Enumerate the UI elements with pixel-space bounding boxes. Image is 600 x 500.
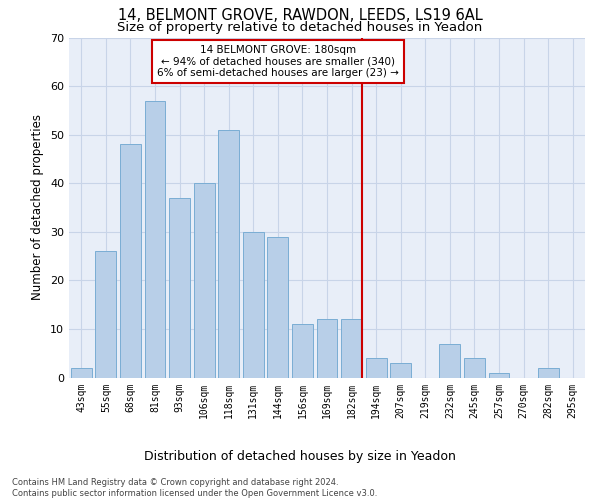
Bar xyxy=(218,130,239,378)
Bar xyxy=(71,368,92,378)
Y-axis label: Number of detached properties: Number of detached properties xyxy=(31,114,44,300)
Bar xyxy=(538,368,559,378)
Text: Distribution of detached houses by size in Yeadon: Distribution of detached houses by size … xyxy=(144,450,456,463)
Text: 14 BELMONT GROVE: 180sqm
← 94% of detached houses are smaller (340)
6% of semi-d: 14 BELMONT GROVE: 180sqm ← 94% of detach… xyxy=(157,45,399,78)
Bar xyxy=(488,372,509,378)
Bar xyxy=(292,324,313,378)
Bar xyxy=(194,183,215,378)
Text: 14, BELMONT GROVE, RAWDON, LEEDS, LS19 6AL: 14, BELMONT GROVE, RAWDON, LEEDS, LS19 6… xyxy=(118,8,482,22)
Bar xyxy=(439,344,460,378)
Bar xyxy=(95,251,116,378)
Text: Size of property relative to detached houses in Yeadon: Size of property relative to detached ho… xyxy=(118,21,482,34)
Bar xyxy=(390,363,411,378)
Bar xyxy=(365,358,386,378)
Bar xyxy=(243,232,264,378)
Bar xyxy=(145,100,166,378)
Bar xyxy=(268,236,289,378)
Bar xyxy=(120,144,141,378)
Bar xyxy=(341,319,362,378)
Bar xyxy=(317,319,337,378)
Bar xyxy=(464,358,485,378)
Text: Contains HM Land Registry data © Crown copyright and database right 2024.
Contai: Contains HM Land Registry data © Crown c… xyxy=(12,478,377,498)
Bar xyxy=(169,198,190,378)
